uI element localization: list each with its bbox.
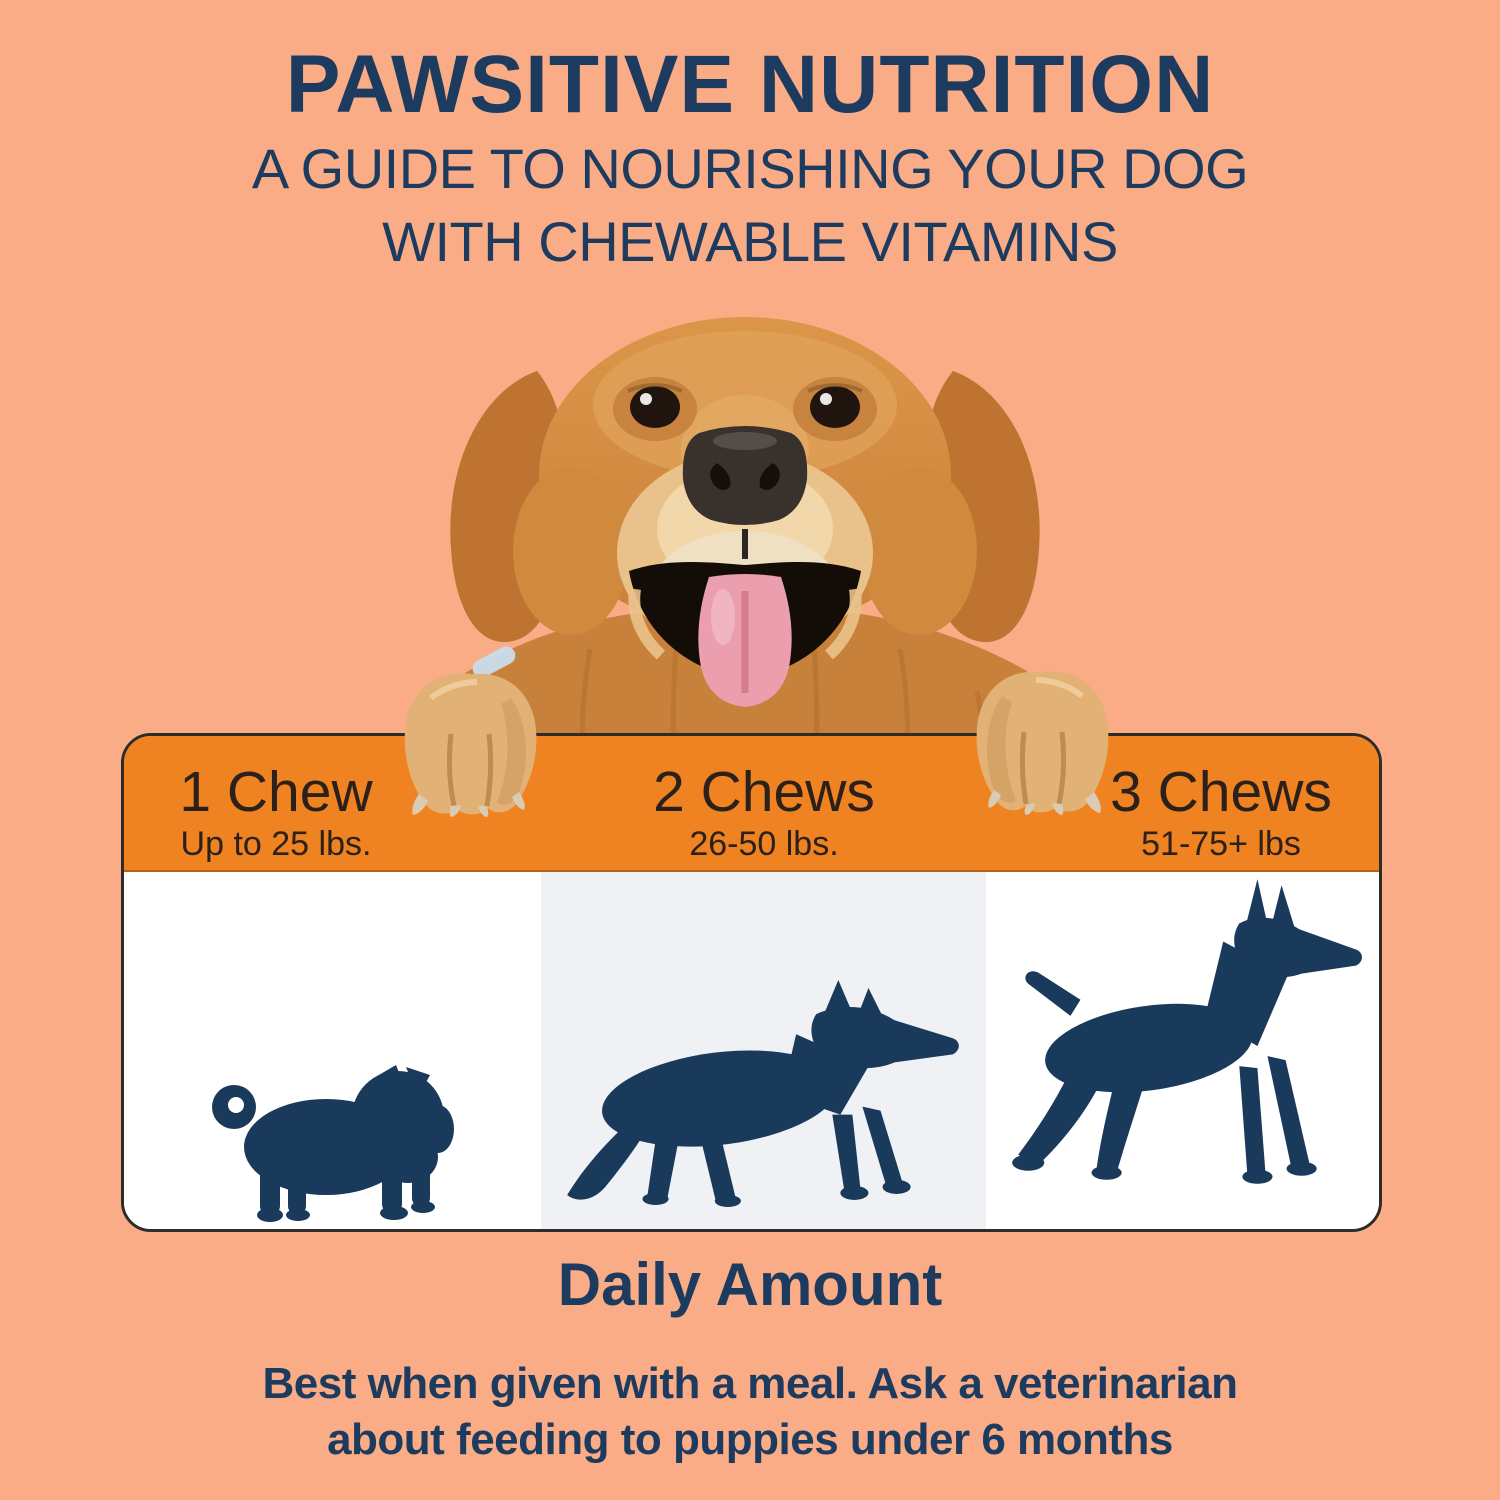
dosage-header-band: 1 Chew Up to 25 lbs. 2 Chews 26-50 lbs. … <box>124 736 1379 872</box>
weight-range-label: 26-50 lbs. <box>689 825 839 863</box>
breed-size-row <box>124 872 1379 1229</box>
feeding-note-line-1: Best when given with a meal. Ask a veter… <box>262 1359 1238 1408</box>
dose-header-small: 1 Chew Up to 25 lbs. <box>138 762 414 864</box>
collar-highlight <box>472 646 516 678</box>
german-shepherd-silhouette-icon <box>567 980 959 1207</box>
column-medium-dog <box>541 872 986 1229</box>
doberman-silhouette-icon <box>1012 879 1362 1184</box>
page-subtitle: A GUIDE TO NOURISHING YOUR DOG WITH CHEW… <box>0 132 1500 278</box>
weight-range-label: 51-75+ lbs <box>1141 825 1301 863</box>
dose-label: 3 Chews <box>1110 760 1332 824</box>
feeding-note: Best when given with a meal. Ask a veter… <box>0 1356 1500 1468</box>
column-small-dog <box>124 872 541 1229</box>
dog-paw-left-icon <box>391 668 551 818</box>
daily-amount-caption: Daily Amount <box>557 1251 943 1318</box>
subtitle-line-2: WITH CHEWABLE VITAMINS <box>382 210 1118 273</box>
dose-label: 2 Chews <box>653 760 875 824</box>
dosage-card: 1 Chew Up to 25 lbs. 2 Chews 26-50 lbs. … <box>121 733 1382 1232</box>
feeding-note-line-2: about feeding to puppies under 6 months <box>327 1415 1173 1464</box>
dose-header-medium: 2 Chews 26-50 lbs. <box>620 762 908 864</box>
page-title: PAWSITIVE NUTRITION <box>285 39 1215 130</box>
column-large-dog <box>986 872 1379 1229</box>
pug-silhouette-icon <box>212 1065 454 1222</box>
subtitle-line-1: A GUIDE TO NOURISHING YOUR DOG <box>251 137 1249 200</box>
dose-label: 1 Chew <box>179 760 373 824</box>
weight-range-label: Up to 25 lbs. <box>180 825 372 863</box>
dog-paw-right-icon <box>962 666 1122 816</box>
dose-header-large: 3 Chews 51-75+ lbs <box>1077 762 1365 864</box>
